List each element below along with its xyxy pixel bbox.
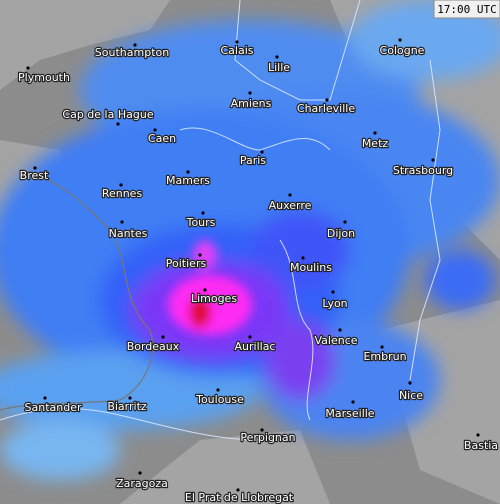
city-dot xyxy=(128,396,132,400)
city-label: Santander xyxy=(25,401,82,414)
city-label: Moulins xyxy=(290,261,332,274)
city-label: Caen xyxy=(148,132,176,145)
city-label: Strasbourg xyxy=(393,164,453,177)
city-dot xyxy=(161,335,165,339)
city-dot xyxy=(235,40,239,44)
city-dot xyxy=(133,43,137,47)
city-dot xyxy=(138,471,142,475)
city-label: Nice xyxy=(399,389,423,402)
city-dot xyxy=(338,328,342,332)
city-label: Embrun xyxy=(363,350,406,363)
city-label: Marseille xyxy=(325,407,374,420)
city-dot xyxy=(408,381,412,385)
city-label: Biarritz xyxy=(107,400,147,413)
city-label: Brest xyxy=(20,169,49,182)
city-label: Plymouth xyxy=(18,71,70,84)
city-dot xyxy=(275,55,279,59)
city-label: Perpignan xyxy=(240,431,295,444)
city-layer: Southampton Plymouth Calais Lille Cologne Ami… xyxy=(17,38,499,504)
city-label: Aurillac xyxy=(235,340,276,353)
city-label: Poitiers xyxy=(166,257,207,270)
city-dot xyxy=(26,66,30,70)
city-label: Amiens xyxy=(231,97,272,110)
city-dot xyxy=(373,131,377,135)
city-label: Mamers xyxy=(166,174,210,187)
radar-core xyxy=(168,240,252,335)
city-dot xyxy=(153,128,157,132)
city-dot xyxy=(248,335,252,339)
city-dot xyxy=(203,288,207,292)
city-dot xyxy=(260,150,264,154)
city-label: Bastia xyxy=(464,439,498,452)
city-dot xyxy=(351,400,355,404)
city-dot xyxy=(216,388,220,392)
city-label: Dijon xyxy=(327,227,355,240)
timestamp: 17:00 UTC xyxy=(437,3,497,16)
timestamp-box xyxy=(433,0,500,19)
city-label: Lille xyxy=(268,61,290,74)
city-dot xyxy=(288,193,292,197)
city-dot xyxy=(248,91,252,95)
city-dot xyxy=(120,220,124,224)
city-label: Southampton xyxy=(95,46,169,59)
city-dot xyxy=(398,38,402,42)
city-label: Lyon xyxy=(322,297,347,310)
city-label: Bordeaux xyxy=(127,340,180,353)
city-label: Nantes xyxy=(109,227,148,240)
city-label: Cap de la Hague xyxy=(62,108,153,121)
city-label: Tours xyxy=(186,216,216,229)
city-dot xyxy=(431,158,435,162)
city-dot xyxy=(236,488,240,492)
city-dot xyxy=(116,122,120,126)
city-dot xyxy=(186,170,190,174)
city-dot xyxy=(301,256,305,260)
city-label: Calais xyxy=(220,44,253,57)
city-dot xyxy=(260,428,264,432)
city-dot xyxy=(331,290,335,294)
city-label: Paris xyxy=(240,154,266,167)
city-dot xyxy=(43,396,47,400)
city-label: Valence xyxy=(314,334,357,347)
city-label: Metz xyxy=(362,137,389,150)
city-label: Zaragoza xyxy=(116,477,168,490)
city-dot xyxy=(380,345,384,349)
city-dot xyxy=(325,98,329,102)
city-dot xyxy=(201,211,205,215)
city-label: Rennes xyxy=(102,187,143,200)
city-label: Charleville xyxy=(297,102,355,115)
city-dot xyxy=(198,253,202,257)
city-dot xyxy=(33,166,37,170)
coastline xyxy=(0,169,154,411)
radar-echoes xyxy=(0,0,500,480)
city-label: Auxerre xyxy=(269,199,312,212)
city-label: Limoges xyxy=(191,292,237,305)
city-label: El Prat de Llobregat xyxy=(185,491,294,504)
city-dot xyxy=(476,433,480,437)
borders xyxy=(0,0,441,441)
city-label: Toulouse xyxy=(195,393,244,406)
city-dot xyxy=(119,183,123,187)
city-dot xyxy=(343,220,347,224)
city-label: Cologne xyxy=(380,44,425,57)
